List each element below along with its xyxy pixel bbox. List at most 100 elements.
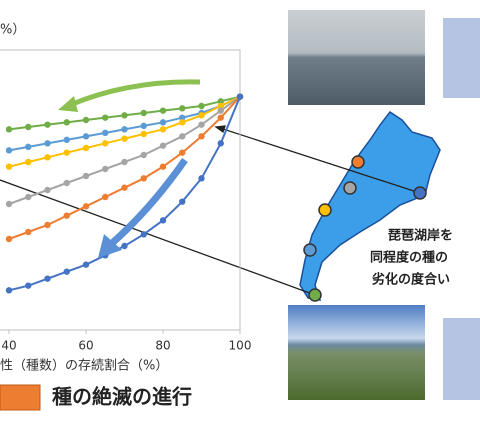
point	[140, 231, 147, 238]
map-point	[318, 203, 332, 217]
point	[102, 114, 109, 121]
lake-map	[299, 110, 441, 301]
point	[140, 175, 147, 182]
point	[217, 140, 224, 147]
point	[63, 268, 70, 275]
point	[179, 119, 186, 126]
point	[179, 149, 186, 156]
legend-label: 種の絶滅の進行	[52, 385, 192, 409]
map-point	[308, 288, 322, 302]
map-point	[343, 181, 357, 195]
point	[121, 112, 128, 119]
point	[179, 198, 186, 205]
point	[121, 184, 128, 191]
point	[140, 130, 147, 138]
x-axis-label: 性（種数）の存続割合（%）	[0, 358, 168, 374]
point	[121, 242, 128, 250]
map-text: 劣化の度合い	[372, 272, 450, 288]
point	[25, 123, 32, 131]
point	[159, 217, 167, 224]
point	[159, 107, 167, 114]
point	[5, 126, 13, 133]
point	[5, 147, 13, 154]
map-point	[303, 243, 317, 257]
map-text: 琵琶湖岸を	[388, 228, 453, 244]
point	[102, 165, 109, 173]
x-tick-label: 80	[155, 339, 170, 353]
point	[44, 186, 51, 194]
point	[198, 121, 205, 128]
point	[179, 114, 186, 121]
point	[121, 158, 128, 166]
point	[159, 126, 167, 133]
photo-bottom	[288, 305, 425, 400]
map-text: 同程度の種の	[370, 250, 448, 266]
map-point	[351, 155, 365, 169]
map-point	[413, 186, 427, 200]
point	[179, 133, 186, 140]
point	[102, 140, 109, 147]
point	[63, 179, 70, 187]
point	[25, 158, 32, 166]
y-axis-label: %）	[0, 23, 25, 38]
point	[82, 133, 90, 140]
point	[140, 109, 147, 117]
point	[82, 116, 90, 124]
point	[198, 133, 205, 140]
point	[236, 93, 244, 100]
x-tick-label: 100	[229, 339, 252, 353]
point	[82, 144, 90, 152]
point	[5, 287, 13, 294]
trend-arrow	[69, 79, 201, 108]
point	[25, 282, 32, 289]
point	[159, 142, 167, 149]
panel-top	[443, 18, 480, 98]
point	[217, 114, 224, 121]
point	[121, 126, 128, 133]
trend-arrow	[107, 157, 188, 248]
point	[63, 136, 70, 144]
point	[198, 112, 205, 119]
point	[159, 119, 167, 126]
point	[82, 261, 90, 268]
point	[44, 121, 51, 128]
point	[5, 235, 13, 243]
trend-arrow-head	[98, 234, 122, 258]
x-tick-label: 60	[78, 339, 93, 353]
legend-swatch	[0, 384, 41, 411]
point	[198, 175, 205, 182]
point	[25, 193, 32, 201]
point	[140, 122, 147, 130]
point	[5, 200, 13, 208]
point	[82, 172, 90, 180]
point	[5, 163, 13, 170]
point	[102, 129, 109, 137]
connector	[0, 179, 316, 296]
point	[25, 143, 32, 151]
point	[63, 119, 70, 126]
point	[63, 212, 70, 219]
point	[44, 221, 51, 229]
plot-frame	[0, 49, 241, 331]
point	[102, 193, 109, 201]
point	[63, 149, 70, 156]
panel-bottom	[443, 318, 480, 400]
x-tick-label: 40	[1, 339, 16, 353]
point	[179, 105, 186, 112]
point	[217, 107, 224, 114]
point	[121, 135, 128, 142]
photo-top	[288, 10, 425, 105]
point	[140, 151, 147, 159]
arrow-head	[214, 125, 226, 134]
point	[44, 140, 51, 147]
point	[44, 154, 51, 161]
point	[198, 102, 205, 110]
point	[217, 98, 224, 105]
trend-arrow-head	[58, 96, 78, 112]
point	[44, 275, 51, 282]
point	[82, 203, 90, 210]
point	[25, 228, 32, 236]
point	[217, 102, 224, 110]
point	[159, 163, 167, 170]
